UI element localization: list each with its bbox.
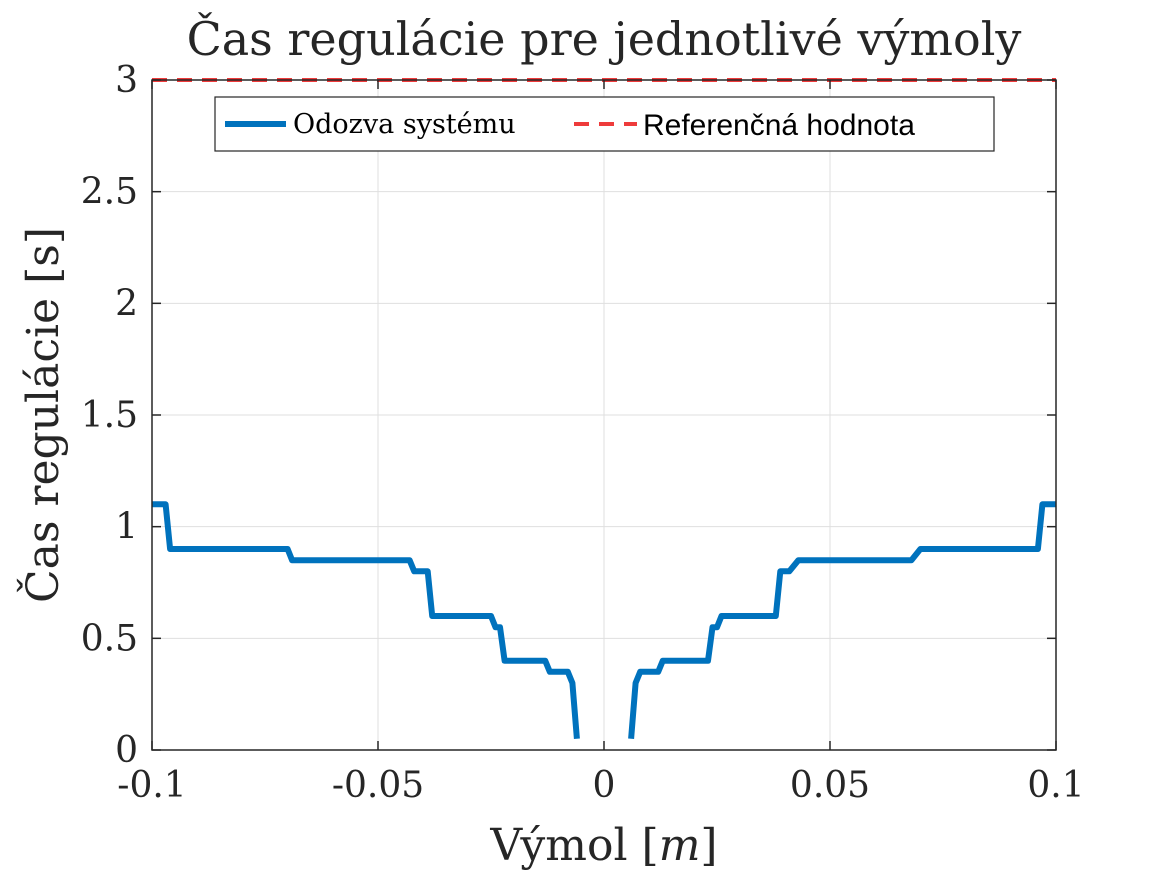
series-line-response-0	[152, 501, 580, 740]
y-tick-label: 1.5	[81, 395, 138, 436]
legend-label-reference: Referenčná hodnota	[643, 109, 915, 142]
x-axis-label-bracket-close: ]	[700, 820, 717, 871]
y-tick-label: 2.5	[81, 172, 138, 213]
x-tick-label: 0	[593, 765, 616, 806]
y-tick-label: 0	[115, 730, 138, 771]
tick-marks	[151, 79, 1057, 751]
y-axis-label: Čas regulácie [s]	[16, 227, 69, 603]
x-tick-label: -0.1	[117, 765, 186, 806]
x-axis-label-unit: m	[659, 820, 701, 871]
x-axis-label-main: Výmol	[489, 820, 641, 871]
x-tick-label: 0.1	[1027, 765, 1084, 806]
y-tick-label: 1	[115, 507, 138, 548]
legend-label-response: Odozva systému	[293, 109, 516, 140]
y-tick-label: 3	[115, 60, 138, 101]
legend-box	[214, 96, 995, 152]
y-tick-label: 2	[115, 283, 138, 324]
tick-labels: -0.1 -0.05 0 0.05 0.1 0 0.5 1 1.5 2 2.5 3	[81, 60, 1085, 806]
x-tick-label: -0.05	[332, 765, 424, 806]
x-tick-label: 0.05	[790, 765, 870, 806]
x-axis-label: Výmol [m]	[489, 820, 717, 871]
y-tick-label: 0.5	[81, 618, 138, 659]
x-axis-label-bracket-open: [	[642, 820, 659, 871]
chart-title: Čas regulácie pre jednotlivé výmoly	[187, 11, 1022, 66]
series-line-response-1	[628, 501, 1056, 740]
legend: Odozva systému Referenčná hodnota	[214, 96, 995, 152]
grid	[151, 79, 1057, 751]
